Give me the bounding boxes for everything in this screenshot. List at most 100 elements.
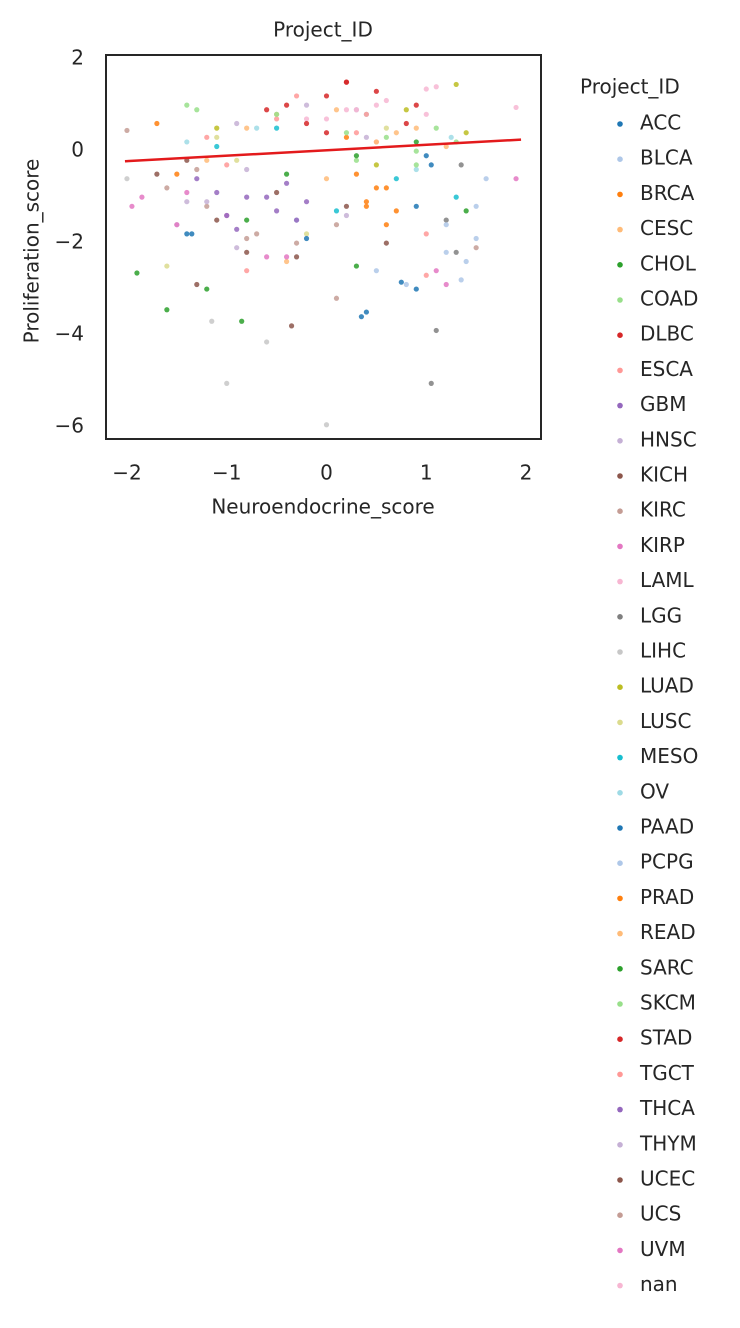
scatter-point: [184, 102, 190, 108]
legend-label: SKCM: [640, 991, 696, 1015]
scatter-point: [423, 86, 429, 92]
scatter-point: [333, 295, 340, 301]
scatter-point: [423, 231, 429, 237]
scatter-point: [264, 339, 270, 345]
scatter-point: [288, 323, 295, 329]
legend-marker: [617, 1001, 623, 1007]
scatter-point: [333, 107, 340, 113]
legend-marker: [617, 121, 623, 127]
scatter-point: [443, 217, 449, 223]
x-axis-label: Neuroendocrine_score: [211, 495, 434, 519]
x-tick-label: 1: [420, 461, 433, 485]
legend-label: KIRC: [640, 498, 686, 522]
legend-marker: [617, 966, 623, 972]
scatter-point: [214, 134, 220, 140]
scatter-point: [343, 79, 350, 85]
legend-marker: [617, 649, 623, 655]
legend-label: SARC: [640, 955, 694, 979]
scatter-point: [343, 134, 350, 140]
scatter-point: [383, 240, 389, 246]
scatter-point: [283, 254, 290, 260]
legend-marker: [617, 1212, 623, 1218]
legend-marker: [617, 262, 623, 268]
legend-label: LUSC: [640, 709, 691, 733]
legend-label: OV: [640, 779, 669, 803]
scatter-point: [244, 166, 250, 173]
scatter-point: [293, 93, 300, 99]
scatter-point: [433, 268, 439, 274]
legend-label: KICH: [640, 463, 688, 487]
legend-label: KIRP: [640, 533, 685, 557]
scatter-point: [283, 258, 290, 265]
scatter-point: [413, 125, 419, 131]
scatter-point: [463, 208, 469, 214]
scatter-point: [303, 102, 310, 108]
scatter-point: [353, 157, 360, 163]
legend-marker: [617, 191, 623, 198]
scatter-point: [244, 235, 250, 242]
legend-label: PCPG: [640, 850, 694, 874]
scatter-point: [383, 185, 389, 191]
scatter-point: [363, 111, 370, 117]
scatter-point: [234, 157, 240, 163]
legend-marker: [617, 860, 623, 866]
scatter-point: [254, 125, 260, 131]
scatter-point: [274, 116, 280, 122]
scatter-point: [463, 130, 469, 136]
scatter-point: [373, 268, 379, 274]
legend-label: ESCA: [640, 357, 693, 381]
x-tick-label: 2: [520, 461, 533, 485]
legend-marker: [617, 1247, 623, 1254]
scatter-point: [274, 208, 280, 214]
legend-marker: [617, 297, 623, 303]
scatter-point: [124, 176, 130, 182]
scatter-point: [164, 307, 170, 313]
scatter-point: [423, 272, 429, 278]
scatter-point: [463, 258, 469, 265]
scatter-point: [413, 166, 419, 173]
scatter-point: [264, 254, 270, 260]
chart-title: Project_ID: [273, 18, 373, 42]
scatter-point: [274, 189, 280, 196]
scatter-point: [413, 148, 419, 154]
scatter-point: [244, 217, 250, 223]
scatter-point: [393, 208, 399, 214]
scatter-point: [473, 245, 479, 251]
scatter-point: [323, 176, 330, 182]
scatter-point: [483, 176, 489, 182]
scatter-point: [393, 176, 399, 182]
scatter-point: [283, 180, 290, 186]
legend-label: TGCT: [639, 1061, 695, 1085]
scatter-point: [323, 130, 330, 136]
legend-label: GBM: [640, 392, 686, 416]
scatter-point: [214, 125, 220, 131]
scatter-point: [303, 116, 310, 122]
scatter-point: [413, 286, 419, 292]
legend-label: LGG: [640, 603, 682, 627]
scatter-point: [283, 171, 290, 177]
legend-title: Project_ID: [580, 75, 680, 99]
scatter-point: [458, 277, 464, 283]
scatter-point: [214, 189, 220, 196]
scatter-point: [453, 249, 459, 255]
scatter-point: [353, 130, 360, 136]
scatter-point: [244, 125, 250, 131]
legend-label: THYM: [639, 1131, 697, 1155]
scatter-point: [244, 249, 250, 255]
legend-marker: [617, 754, 623, 761]
scatter-point: [303, 231, 310, 237]
legend-marker: [617, 1177, 623, 1183]
scatter-point: [373, 162, 379, 168]
scatter-point: [274, 111, 280, 117]
scatter-point: [423, 153, 429, 159]
scatter-point: [264, 107, 270, 113]
legend-marker: [617, 614, 623, 620]
scatter-point: [254, 231, 260, 237]
scatter-point: [413, 139, 419, 145]
legend-marker: [617, 895, 623, 902]
scatter-point: [433, 84, 439, 90]
scatter-point: [239, 318, 245, 324]
scatter-point: [448, 134, 454, 140]
scatter-point: [194, 107, 200, 113]
legend-label: STAD: [640, 1026, 692, 1050]
